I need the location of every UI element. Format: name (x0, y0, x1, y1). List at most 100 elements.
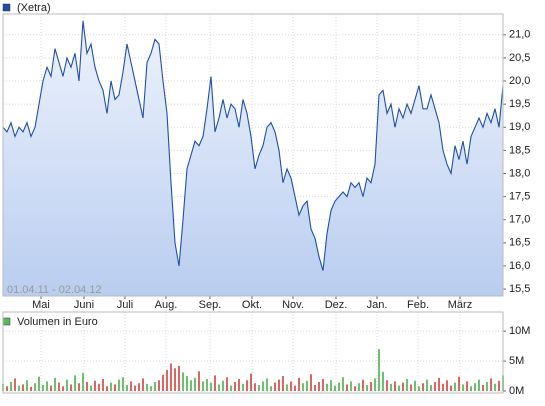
volume-bar (18, 385, 20, 391)
volume-bar (126, 385, 128, 391)
price-area (3, 20, 503, 297)
volume-bar (46, 381, 48, 391)
volume-bar (150, 386, 152, 391)
volume-bar (450, 385, 452, 391)
x-tick-label: Juni (74, 299, 94, 311)
volume-bar (422, 383, 424, 391)
volume-bar (142, 378, 144, 391)
y-tick-label: 20,5 (509, 52, 530, 64)
volume-bar (242, 383, 244, 391)
volume-bar (82, 373, 84, 391)
volume-bar (462, 384, 464, 391)
volume-bar (330, 380, 332, 391)
volume-bar (186, 376, 188, 391)
volume-bar (206, 379, 208, 391)
volume-bar (402, 382, 404, 391)
volume-bar (74, 375, 76, 391)
volume-bar (398, 385, 400, 391)
x-tick-label: Sep. (199, 299, 222, 311)
volume-bar (434, 382, 436, 391)
volume-bar (58, 382, 60, 391)
volume-bar (382, 371, 384, 391)
volume-bar (202, 381, 204, 391)
volume-bar (298, 377, 300, 391)
volume-bar (310, 374, 312, 391)
volume-bar (326, 383, 328, 391)
volume-bar (474, 383, 476, 391)
volume-bar (138, 383, 140, 391)
volume-bar (162, 374, 164, 391)
volume-bar (322, 379, 324, 391)
volume-bar (118, 379, 120, 391)
y-tick-label: 19,5 (509, 98, 530, 110)
y-tick-label: 17,5 (509, 191, 530, 203)
volume-bar (370, 382, 372, 391)
volume-bar (222, 380, 224, 391)
volume-bar (374, 378, 376, 391)
volume-bar (482, 385, 484, 391)
volume-bar (66, 379, 68, 391)
volume-bar (342, 377, 344, 391)
legend-label: (Xetra) (17, 2, 51, 14)
volume-bar (318, 382, 320, 391)
volume-bar (34, 383, 36, 391)
volume-bar (30, 386, 32, 391)
volume-bar (62, 386, 64, 391)
x-tick-label: Dez. (325, 299, 348, 311)
volume-bar (114, 384, 116, 391)
volume-bar (154, 382, 156, 391)
y-tick-label: 18,5 (509, 144, 530, 156)
volume-bar (470, 386, 472, 391)
volume-bar (90, 385, 92, 391)
volume-bar (490, 378, 492, 391)
volume-bar (338, 382, 340, 391)
legend-swatch (2, 3, 11, 12)
price-line (2, 20, 504, 271)
volume-bar (130, 381, 132, 391)
y-tick-label: 20,0 (509, 75, 530, 87)
volume-bar (210, 382, 212, 391)
volume-bar (190, 380, 192, 391)
volume-bar (38, 376, 40, 391)
volume-bar (438, 377, 440, 391)
volume-bar (106, 386, 108, 391)
y-tick-label: 10M (509, 325, 530, 337)
x-tick-label: März (448, 299, 472, 311)
volume-bar (158, 380, 160, 391)
volume-bar (418, 386, 420, 391)
y-tick-label: 18,0 (509, 167, 530, 179)
x-tick-label: Okt. (242, 299, 262, 311)
y-tick-label: 17,0 (509, 214, 530, 226)
volume-bar (458, 376, 460, 391)
volume-bar (446, 380, 448, 391)
plot-frame (2, 13, 504, 297)
volume-bar (166, 370, 168, 391)
y-tick-label: 16,5 (509, 237, 530, 249)
volume-bar (274, 382, 276, 391)
x-tick-label: Feb. (407, 299, 429, 311)
volume-bar (494, 383, 496, 391)
volume-bar (50, 385, 52, 391)
legend-label: Volumen in Euro (17, 316, 98, 328)
volume-bar (182, 372, 184, 391)
volume-bar (306, 380, 308, 391)
volume-bar (134, 385, 136, 391)
volume-bar (346, 384, 348, 391)
volume-bar (414, 380, 416, 391)
volume-bar (466, 381, 468, 391)
volume-bar (286, 384, 288, 391)
volume-bar (362, 379, 364, 391)
volume-bar (14, 378, 16, 391)
volume-bar (358, 383, 360, 391)
volume-bar (146, 383, 148, 391)
volume-bar (278, 379, 280, 391)
volume-bar (410, 384, 412, 391)
volume-bar (426, 379, 428, 391)
volume-bar (282, 376, 284, 391)
volume-bar (102, 379, 104, 391)
volume-bar (270, 386, 272, 391)
volume-bar (226, 377, 228, 391)
volume-bar (10, 382, 12, 391)
volume-bar (94, 380, 96, 391)
